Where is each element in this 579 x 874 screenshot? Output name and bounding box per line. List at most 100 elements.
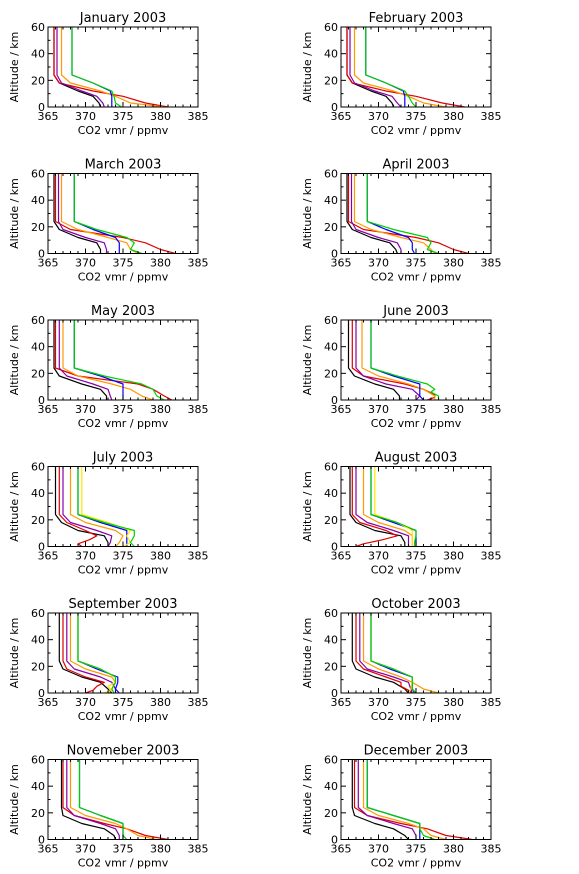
y-tick-label: 60 (31, 21, 45, 34)
x-tick-label: 380 (150, 843, 171, 856)
x-tick-label: 385 (481, 696, 502, 709)
chart-title: August 2003 (375, 451, 458, 466)
y-tick-label: 40 (31, 487, 45, 500)
series-line-red (58, 466, 98, 547)
x-tick-label: 370 (75, 403, 96, 416)
y-tick-label: 60 (31, 754, 45, 767)
y-axis-label: Altitude / km (8, 764, 21, 835)
y-tick-label: 0 (38, 248, 45, 261)
series-line-black (346, 173, 398, 254)
series-line-green (370, 613, 417, 693)
series-line-green (370, 466, 417, 547)
series-line-orange (62, 320, 154, 400)
series-line-blue (365, 27, 406, 107)
series-line-red (62, 759, 169, 840)
y-tick-label: 0 (38, 394, 45, 407)
y-tick-label: 20 (31, 660, 45, 673)
y-tick-label: 40 (324, 341, 338, 354)
series-line-green (73, 320, 165, 400)
series-line-blue (370, 320, 424, 400)
series-group (346, 27, 465, 107)
series-line-black (347, 320, 401, 400)
y-tick-label: 40 (324, 634, 338, 647)
y-tick-label: 0 (331, 834, 338, 847)
series-line-red (53, 27, 169, 107)
x-tick-label: 365 (38, 257, 59, 270)
x-tick-label: 380 (150, 403, 171, 416)
x-tick-label: 370 (75, 550, 96, 563)
series-line-green (71, 27, 122, 107)
y-tick-label: 60 (324, 21, 338, 34)
chart-title: September 2003 (68, 597, 177, 612)
series-line-orange (361, 320, 436, 400)
series-line-green (366, 759, 436, 840)
y-tick-label: 20 (31, 367, 45, 380)
x-tick-label: 385 (188, 696, 209, 709)
chart-panel: October 2003 365 370 375 380 385 0 20 40 60 CO2 vm… (301, 597, 502, 723)
y-tick-label: 0 (331, 687, 338, 700)
series-line-red (54, 320, 173, 400)
y-axis-label: Altitude / km (8, 178, 21, 249)
chart-panel: Novemeber 2003 365 370 375 380 385 0 20 40 60 CO2 … (8, 744, 209, 870)
series-line-orange (362, 613, 439, 693)
x-axis-label: CO2 vmr / ppmv (371, 271, 462, 284)
x-tick-label: 370 (368, 110, 389, 123)
series-line-yellow (374, 466, 413, 547)
y-tick-label: 20 (324, 660, 338, 673)
chart-panel: August 2003 365 370 375 380 385 0 20 40 60 CO2 vmr… (301, 451, 502, 577)
series-line-red (346, 27, 465, 107)
chart-panel: March 2003 365 370 375 380 385 0 20 40 60 CO2 vmr … (8, 158, 209, 284)
series-line-green (73, 173, 143, 254)
chart-panel: February 2003 365 370 375 380 385 0 20 40 60 CO2 v… (301, 11, 502, 137)
chart-title: February 2003 (369, 11, 464, 26)
x-axis-label: CO2 vmr / ppmv (78, 271, 169, 284)
chart-panel: December 2003 365 370 375 380 385 0 20 40 60 CO2 v… (301, 744, 502, 870)
chart-title: Novemeber 2003 (67, 744, 180, 759)
series-line-red (351, 466, 398, 547)
chart-panel: September 2003 365 370 375 380 385 0 20 40 60 CO2 … (8, 597, 209, 723)
y-tick-label: 40 (31, 780, 45, 793)
x-tick-label: 385 (481, 110, 502, 123)
chart-title: January 2003 (79, 11, 167, 26)
plot-frame (47, 26, 199, 108)
series-line-green (77, 613, 117, 693)
x-tick-label: 365 (38, 110, 59, 123)
series-line-purple (56, 27, 105, 107)
x-axis-label: CO2 vmr / ppmv (371, 417, 462, 430)
series-line-black (58, 613, 113, 693)
y-tick-label: 20 (324, 367, 338, 380)
x-tick-label: 380 (443, 696, 464, 709)
x-tick-label: 385 (481, 550, 502, 563)
x-tick-label: 375 (406, 843, 427, 856)
chart-title: March 2003 (85, 158, 162, 173)
series-line-purple (359, 613, 413, 693)
x-tick-label: 380 (443, 257, 464, 270)
series-group (349, 466, 417, 547)
x-tick-label: 375 (113, 696, 134, 709)
chart-panel: June 2003 365 370 375 380 385 0 20 40 60 CO2 vmr /… (301, 304, 502, 430)
y-tick-label: 60 (31, 607, 45, 620)
series-line-purple (355, 466, 410, 547)
x-axis-label: CO2 vmr / ppmv (371, 710, 462, 723)
y-tick-label: 40 (31, 341, 45, 354)
series-line-black (53, 320, 108, 400)
series-group (347, 320, 440, 400)
x-tick-label: 365 (331, 403, 352, 416)
y-tick-label: 60 (31, 168, 45, 181)
x-tick-label: 380 (443, 550, 464, 563)
chart-panel: January 2003 365 370 375 380 385 0 20 40 60 CO2 vm… (8, 11, 209, 137)
series-group (351, 613, 439, 693)
x-tick-label: 370 (75, 257, 96, 270)
series-line-green (370, 320, 440, 400)
x-axis-label: CO2 vmr / ppmv (78, 857, 169, 870)
x-axis-label: CO2 vmr / ppmv (78, 564, 169, 577)
y-tick-label: 40 (324, 194, 338, 207)
chart-title: October 2003 (371, 597, 460, 612)
series-line-purple (350, 173, 402, 254)
x-tick-label: 380 (150, 110, 171, 123)
series-line-purple (349, 27, 402, 107)
x-tick-label: 365 (331, 110, 352, 123)
x-tick-label: 380 (443, 110, 464, 123)
series-group (54, 466, 135, 547)
series-line-purple (57, 173, 108, 254)
